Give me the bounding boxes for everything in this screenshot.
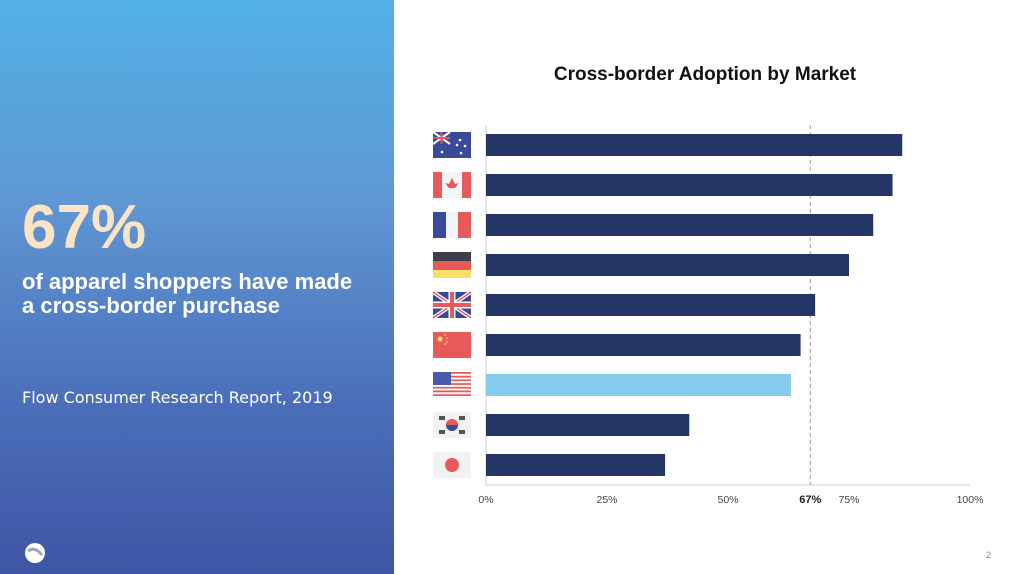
flag-united-kingdom-icon bbox=[431, 290, 473, 320]
flag-australia-icon bbox=[432, 131, 471, 158]
flag-south-korea-icon bbox=[433, 412, 471, 438]
flag-germany-icon bbox=[433, 252, 471, 278]
bar-japan bbox=[486, 454, 666, 476]
x-tick-label: 0% bbox=[478, 494, 493, 506]
flag-canada-icon bbox=[433, 172, 471, 198]
bar-united-states bbox=[486, 374, 791, 396]
headline-stat: 67% bbox=[22, 193, 147, 262]
bar-china bbox=[486, 334, 801, 356]
chart-title: Cross-border Adoption by Market bbox=[553, 64, 857, 85]
flag-france-icon bbox=[433, 212, 471, 238]
flag-japan-icon bbox=[433, 452, 471, 478]
bar-canada bbox=[486, 174, 893, 196]
reference-line-label: 67% bbox=[799, 494, 821, 506]
headline-subtext: of apparel shoppers have made a cross-bo… bbox=[22, 269, 353, 318]
x-tick-label: 25% bbox=[596, 494, 617, 506]
flow-logo-icon bbox=[25, 543, 45, 563]
bar-france bbox=[486, 214, 874, 236]
left-panel: 67% of apparel shoppers have made a cros… bbox=[0, 0, 394, 574]
bar-south-korea bbox=[486, 414, 690, 436]
bar-australia bbox=[486, 134, 903, 156]
page-number: 2 bbox=[986, 550, 992, 560]
x-tick-label: 75% bbox=[838, 494, 859, 506]
x-tick-label: 50% bbox=[717, 494, 738, 506]
bar-united-kingdom bbox=[486, 294, 816, 316]
flag-united-states-icon bbox=[433, 372, 471, 398]
x-tick-label: 100% bbox=[957, 494, 984, 506]
source-citation: Flow Consumer Research Report, 2019 bbox=[22, 388, 333, 407]
flag-china-icon bbox=[433, 332, 471, 358]
bar-germany bbox=[486, 254, 849, 276]
